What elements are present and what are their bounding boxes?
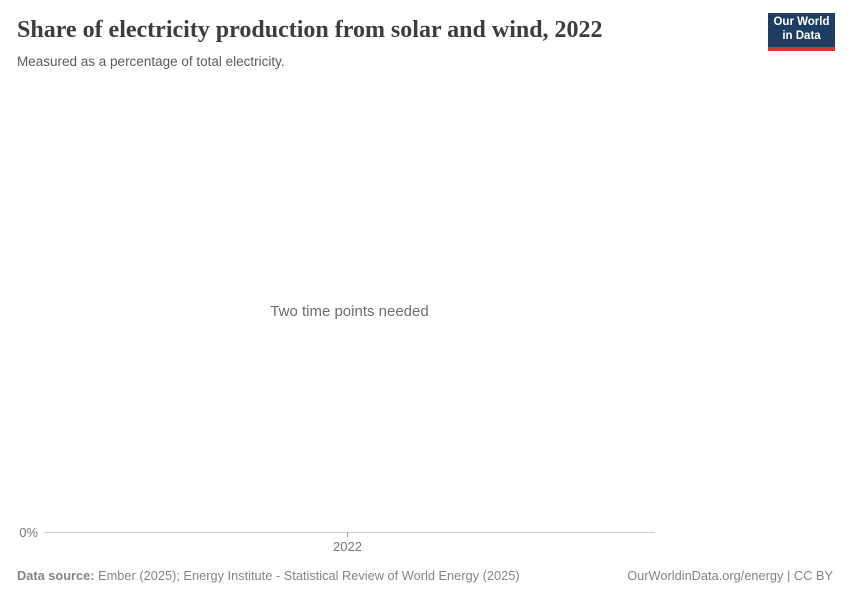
data-source-line: Data source: Ember (2025); Energy Instit… [17,568,520,583]
empty-state-message: Two time points needed [270,303,429,320]
x-axis-tick-mark [347,532,348,537]
x-axis-tick-label: 2022 [333,539,362,554]
x-axis-line [44,532,655,533]
page-title: Share of electricity production from sol… [17,17,603,43]
owid-logo-line2: in Data [782,29,821,42]
owid-url-license-link[interactable]: OurWorldinData.org/energy | CC BY [627,568,833,583]
data-source-label: Data source: [17,568,95,583]
chart-footer: Data source: Ember (2025); Energy Instit… [17,568,833,583]
y-axis-tick-label: 0% [19,525,38,540]
data-source-text: Ember (2025); Energy Institute - Statist… [94,568,520,583]
owid-logo[interactable]: Our World in Data [768,13,835,51]
chart-subtitle: Measured as a percentage of total electr… [17,54,285,69]
owid-logo-line1: Our World [773,15,830,28]
